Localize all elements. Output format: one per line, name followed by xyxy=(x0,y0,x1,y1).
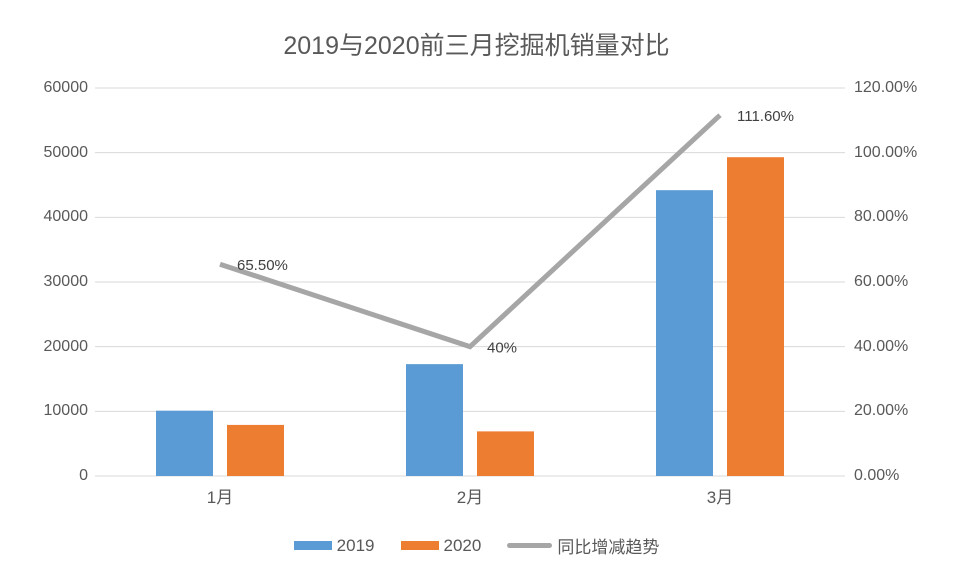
left-axis-tick: 50000 xyxy=(43,143,89,161)
trend-line xyxy=(219,113,722,350)
right-axis-tick: 100.00% xyxy=(854,143,918,161)
left-axis-tick: 0 xyxy=(79,467,88,484)
data-label: 111.60% xyxy=(737,108,794,125)
bar-2020-3月 xyxy=(727,157,784,476)
left-axis-tick: 60000 xyxy=(43,79,89,96)
right-axis-tick: 20.00% xyxy=(854,402,909,420)
legend-swatch-trend-line xyxy=(507,543,553,548)
bar-2019-3月 xyxy=(656,190,713,476)
legend: 2019 2020 同比增减趋势 xyxy=(0,533,953,558)
legend-label-trend: 同比增减趋势 xyxy=(557,538,660,557)
chart-title: 2019与2020前三月挖掘机销量对比 xyxy=(283,32,670,60)
x-axis-tick: 1月 xyxy=(206,488,234,507)
left-axis-tick: 10000 xyxy=(43,402,89,420)
right-axis-tick: 120.00% xyxy=(854,79,918,96)
left-axis-tick: 20000 xyxy=(43,337,89,355)
legend-item-2020: 2020 xyxy=(400,535,482,556)
bar-2020-1月 xyxy=(227,424,284,476)
bar-2020-2月 xyxy=(477,431,534,476)
x-axis-tick: 3月 xyxy=(706,488,734,507)
right-axis-tick: 0.00% xyxy=(854,467,900,484)
legend-label-2019: 2019 xyxy=(336,535,375,555)
right-axis-tick: 80.00% xyxy=(854,208,909,226)
left-axis-tick: 30000 xyxy=(43,273,89,290)
data-label: 65.50% xyxy=(237,257,288,274)
legend-item-trend: 同比增减趋势 xyxy=(507,533,659,558)
legend-label-2020: 2020 xyxy=(443,535,482,555)
right-axis-tick: 40.00% xyxy=(854,337,909,355)
legend-swatch-2020 xyxy=(400,541,439,550)
bar-2019-1月 xyxy=(156,410,213,476)
legend-swatch-2019 xyxy=(293,541,332,550)
right-axis-tick: 60.00% xyxy=(854,273,909,290)
left-axis-tick: 40000 xyxy=(43,208,89,226)
bar-2019-2月 xyxy=(406,364,463,476)
legend-item-2019: 2019 xyxy=(293,535,375,556)
data-label: 40% xyxy=(487,340,517,357)
x-axis-tick: 2月 xyxy=(456,488,484,507)
